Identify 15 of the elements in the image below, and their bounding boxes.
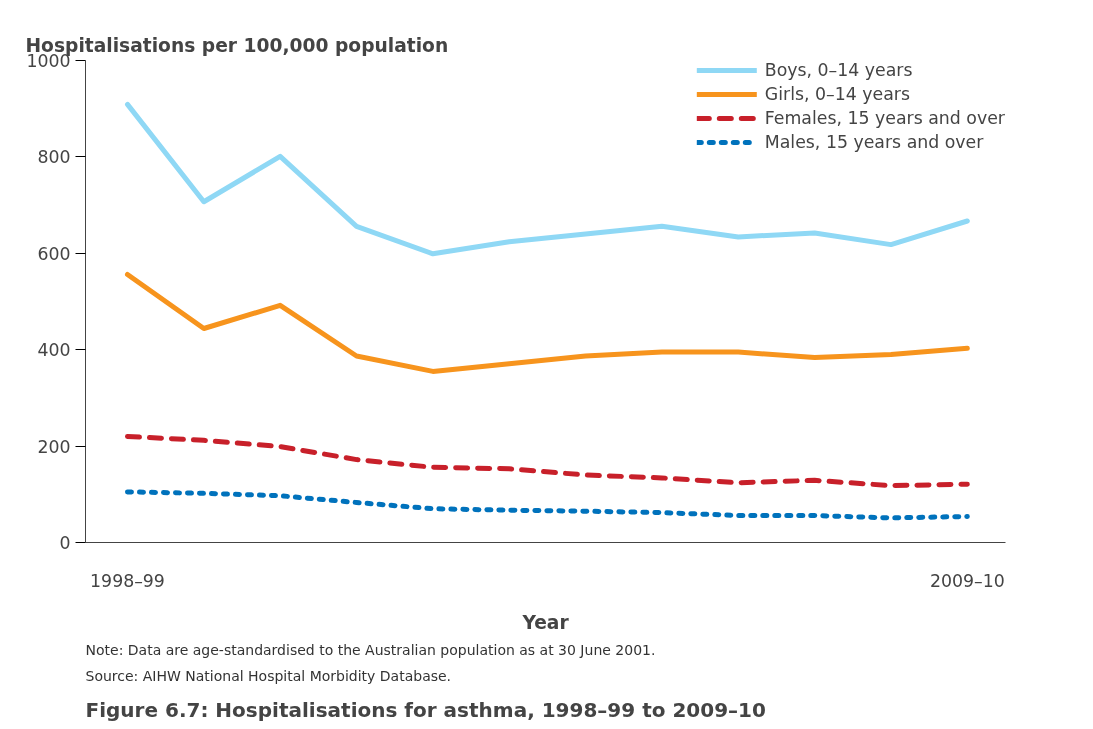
legend-label: Males, 15 years and over (764, 132, 984, 152)
y-tick-label: 400 (37, 340, 71, 361)
legend-label: Boys, 0–14 years (764, 60, 913, 80)
source-note: Source: AIHW National Hospital Morbidity Database. (85, 667, 452, 684)
y-tick-label: 200 (37, 436, 71, 457)
y-tick-label: 800 (37, 147, 71, 168)
legend-label: Females, 15 years and over (764, 108, 1005, 128)
text: Figure 6.7: Hospitalisations for asthma, 1998–99 to 2009–10 (85, 697, 766, 722)
x-tick-label: 2009–10 (929, 570, 1005, 591)
text: Note: Data are age-standardised to the Australian population as at 30 June 2001. (85, 641, 656, 658)
x-axis-title: Year (521, 611, 570, 633)
x-tick-label: 1998–99 (90, 570, 165, 591)
legend-label: Girls, 0–14 years (764, 84, 910, 104)
y-tick-label: 0 (59, 533, 71, 553)
y-tick-label: 600 (37, 243, 71, 264)
